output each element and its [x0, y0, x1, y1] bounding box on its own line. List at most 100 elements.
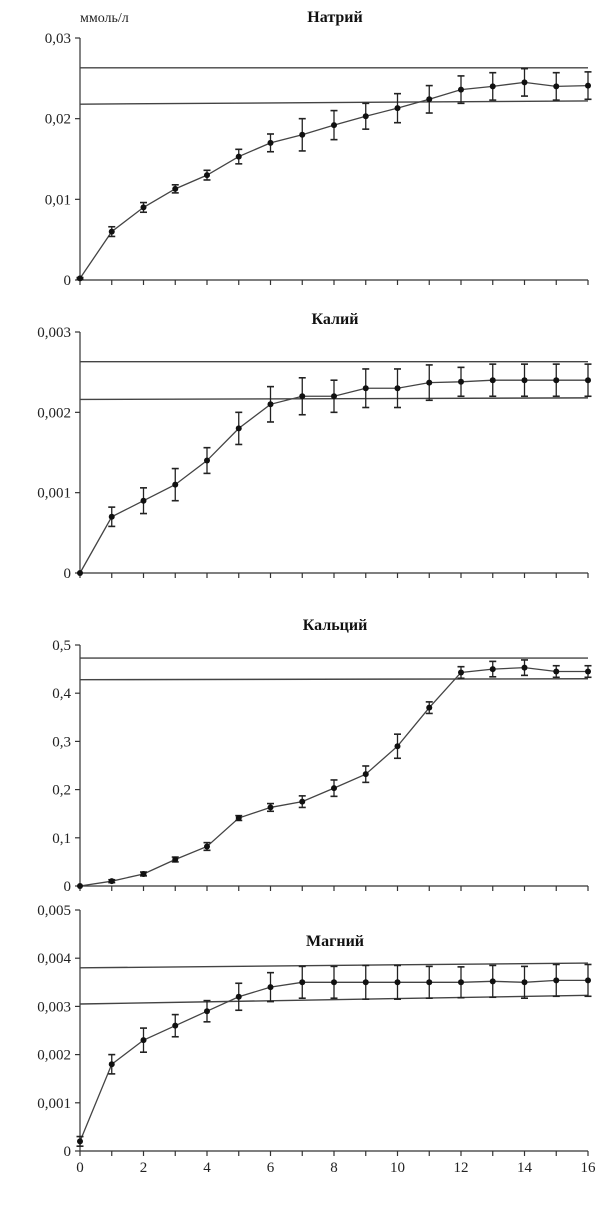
- panel-2-data-point: [172, 481, 179, 488]
- panel-1-data-point: [77, 275, 83, 282]
- panel-2-data-point: [299, 393, 306, 400]
- panel-1-data-point: [521, 79, 528, 86]
- panel-4-x-tick-label: 2: [140, 1160, 148, 1176]
- panel-3-data-point: [362, 771, 369, 778]
- panel-2-data-point: [267, 401, 274, 408]
- panel-3-data-point: [585, 668, 591, 675]
- panel-4-data-point: [521, 979, 528, 986]
- panel-3-y-tick-label: 0,1: [52, 831, 71, 847]
- panel-3-data-point: [108, 878, 115, 885]
- panel-3-data-point: [77, 883, 83, 889]
- panel-2-y-tick-label: 0,002: [37, 405, 71, 421]
- panel-1-data-point: [108, 228, 115, 235]
- panel-1-data-point: [553, 83, 560, 90]
- panel-2-data-point: [362, 385, 369, 392]
- panel-3-data-point: [426, 704, 433, 711]
- panel-4-y-tick-label: 0,002: [37, 1048, 71, 1064]
- panel-2-data-point: [585, 377, 591, 384]
- panel-1-y-tick-label: 0: [64, 273, 72, 289]
- panel-2-data-point: [426, 379, 433, 386]
- panel-4-y-tick-label: 0,003: [37, 999, 71, 1015]
- panel-1-data-point: [204, 172, 210, 179]
- panel-2-data-point: [204, 457, 210, 464]
- panel-4-data-point: [77, 1138, 83, 1145]
- panel-3-reference-line-2: [79, 678, 589, 681]
- panel-4-x-tick-label: 0: [76, 1160, 84, 1176]
- panel-2-data-point: [521, 377, 528, 384]
- panel-2-y-tick-label: 0: [64, 566, 72, 582]
- panel-1-data-point: [140, 204, 147, 211]
- panel-4-x-tick-label: 8: [330, 1160, 338, 1176]
- panel-3-data-point: [235, 815, 242, 822]
- panel-2-data-point: [77, 570, 83, 576]
- panel-4-series-line: [79, 979, 588, 1142]
- panel-4-x-tick-label: 10: [390, 1160, 405, 1176]
- panel-4-data-point: [394, 979, 401, 986]
- panel-4-data-point: [140, 1037, 147, 1044]
- panel-2-data-point: [331, 393, 337, 400]
- panel-2-data-point: [553, 377, 560, 384]
- panel-3-y-tick-label: 0: [64, 879, 72, 895]
- panel-3-series-line: [79, 667, 588, 887]
- panel-3-y-tick-label: 0,3: [52, 734, 71, 750]
- panel-3-y-tick-label: 0,5: [52, 638, 71, 654]
- panel-2-y-tick-label: 0,003: [37, 325, 71, 341]
- panel-3-data-point: [331, 785, 337, 792]
- panel-4-data-point: [172, 1022, 179, 1029]
- panel-1-y-tick-label: 0,03: [45, 31, 71, 47]
- panel-1-reference-line-2: [79, 100, 589, 105]
- panel-4-data-point: [204, 1008, 210, 1015]
- panel-4-reference-line-2: [79, 994, 589, 1005]
- panel-4-data-point: [362, 979, 369, 986]
- panel-3-data-point: [140, 870, 147, 877]
- panel-2-data-point: [235, 425, 242, 432]
- panel-1-y-tick-label: 0,02: [45, 112, 71, 128]
- panel-4-data-point: [331, 979, 337, 986]
- panel-4-x-tick-label: 14: [517, 1160, 533, 1176]
- panel-3-data-point: [299, 798, 306, 805]
- panel-1-data-point: [426, 96, 433, 103]
- panel-1-data-point: [394, 105, 401, 112]
- panel-1-data-point: [235, 153, 242, 160]
- panel-2-data-point: [140, 497, 147, 504]
- panel-4-data-point: [458, 979, 464, 986]
- panel-3-data-point: [458, 669, 464, 676]
- panel-1-data-point: [267, 139, 274, 146]
- panel-4-reference-line-1: [79, 962, 589, 969]
- panel-3-data-point: [553, 668, 560, 675]
- panel-2-data-point: [489, 377, 496, 384]
- panel-4-data-point: [553, 977, 560, 984]
- panel-1-data-point: [172, 185, 179, 192]
- panel-3-data-point: [267, 804, 274, 811]
- panel-4-y-tick-label: 0,004: [37, 951, 71, 967]
- panel-3-y-tick-label: 0,2: [52, 783, 71, 799]
- panel-1-data-point: [458, 86, 464, 93]
- panel-1-data-point: [585, 82, 591, 89]
- panel-2-data-point: [394, 385, 401, 392]
- panel-4-title: Магний: [306, 933, 364, 950]
- panel-4-x-tick-label: 12: [454, 1160, 469, 1176]
- panel-4-x-tick-label: 16: [581, 1160, 597, 1176]
- panel-4-data-point: [235, 993, 242, 1000]
- panel-3-title: Кальций: [303, 617, 368, 634]
- panel-1-title: Натрий: [307, 9, 362, 26]
- panel-1-data-point: [331, 122, 337, 129]
- panel-3-data-point: [204, 843, 210, 850]
- panel-1-data-point: [362, 113, 369, 120]
- panel-4-data-point: [108, 1061, 115, 1068]
- panel-3-data-point: [489, 666, 496, 673]
- panel-4-y-tick-label: 0: [64, 1144, 72, 1160]
- panel-3-data-point: [521, 664, 528, 671]
- panel-2-title: Калий: [312, 311, 359, 328]
- panel-2-y-tick-label: 0,001: [37, 486, 71, 502]
- panel-4-x-tick-label: 6: [267, 1160, 275, 1176]
- panel-2-data-point: [108, 513, 115, 520]
- panel-2-data-point: [458, 378, 464, 385]
- panel-4-x-tick-label: 4: [203, 1160, 211, 1176]
- panel-1-data-point: [299, 131, 306, 138]
- panel-3-data-point: [394, 743, 401, 750]
- panel-4-data-point: [299, 979, 306, 986]
- panel-3-y-tick-label: 0,4: [52, 686, 71, 702]
- panel-1-y-tick-label: 0,01: [45, 192, 71, 208]
